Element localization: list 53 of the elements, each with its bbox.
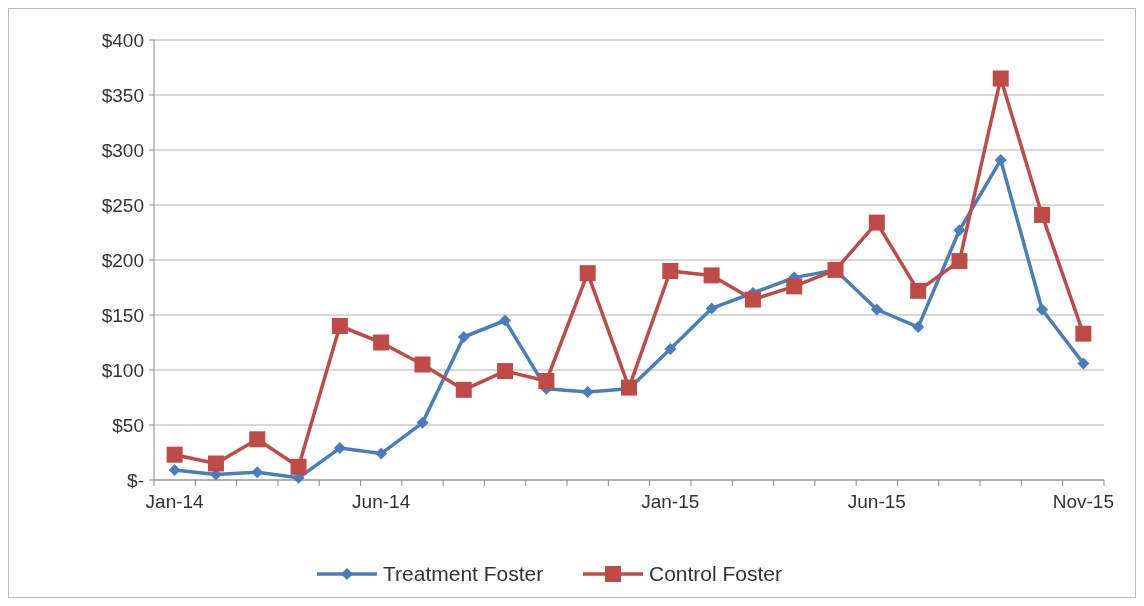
y-tick-label: $400	[101, 29, 144, 51]
legend-label: Treatment Foster	[383, 562, 544, 586]
point	[251, 466, 264, 479]
x-tick-label: Jun-14	[352, 491, 411, 512]
point	[538, 373, 555, 389]
point	[497, 363, 514, 380]
point	[953, 224, 966, 237]
point	[455, 381, 472, 398]
point	[992, 70, 1009, 87]
point	[910, 282, 927, 299]
y-tick-label: $50	[112, 414, 144, 436]
point	[249, 431, 266, 448]
point	[1075, 325, 1092, 342]
point	[1034, 206, 1051, 223]
point	[703, 267, 720, 284]
y-tick-label: $300	[101, 139, 144, 161]
point	[868, 214, 885, 231]
legend-label: Control Foster	[649, 562, 783, 586]
point	[290, 458, 307, 475]
x-tick-label: Jan-14	[145, 491, 205, 512]
point	[786, 278, 803, 295]
point	[207, 455, 224, 472]
point	[331, 318, 348, 334]
point	[662, 263, 679, 279]
point	[168, 464, 181, 477]
y-tick-label: $250	[101, 194, 144, 216]
point	[333, 442, 346, 455]
point	[705, 302, 718, 315]
point	[664, 343, 677, 356]
point	[1077, 357, 1090, 370]
y-tick-label: $-	[127, 469, 144, 491]
point	[744, 291, 761, 308]
point	[373, 334, 390, 351]
point	[951, 253, 968, 270]
point	[912, 321, 925, 334]
x-tick-label: Jan-15	[641, 491, 700, 512]
y-tick-label: $100	[101, 359, 144, 381]
point	[994, 153, 1007, 166]
point	[581, 386, 594, 398]
point	[414, 356, 431, 373]
x-tick-label: Jun-15	[847, 491, 906, 512]
y-tick-label: $350	[101, 84, 144, 106]
point	[416, 416, 429, 429]
point	[166, 446, 183, 463]
point	[375, 447, 388, 460]
point	[870, 303, 883, 316]
x-tick-label: Nov-15	[1052, 491, 1114, 512]
point	[579, 265, 596, 282]
point	[457, 331, 470, 343]
point	[1036, 303, 1049, 316]
y-tick-label: $150	[101, 304, 144, 326]
point	[499, 314, 512, 327]
y-tick-label: $200	[101, 249, 144, 271]
